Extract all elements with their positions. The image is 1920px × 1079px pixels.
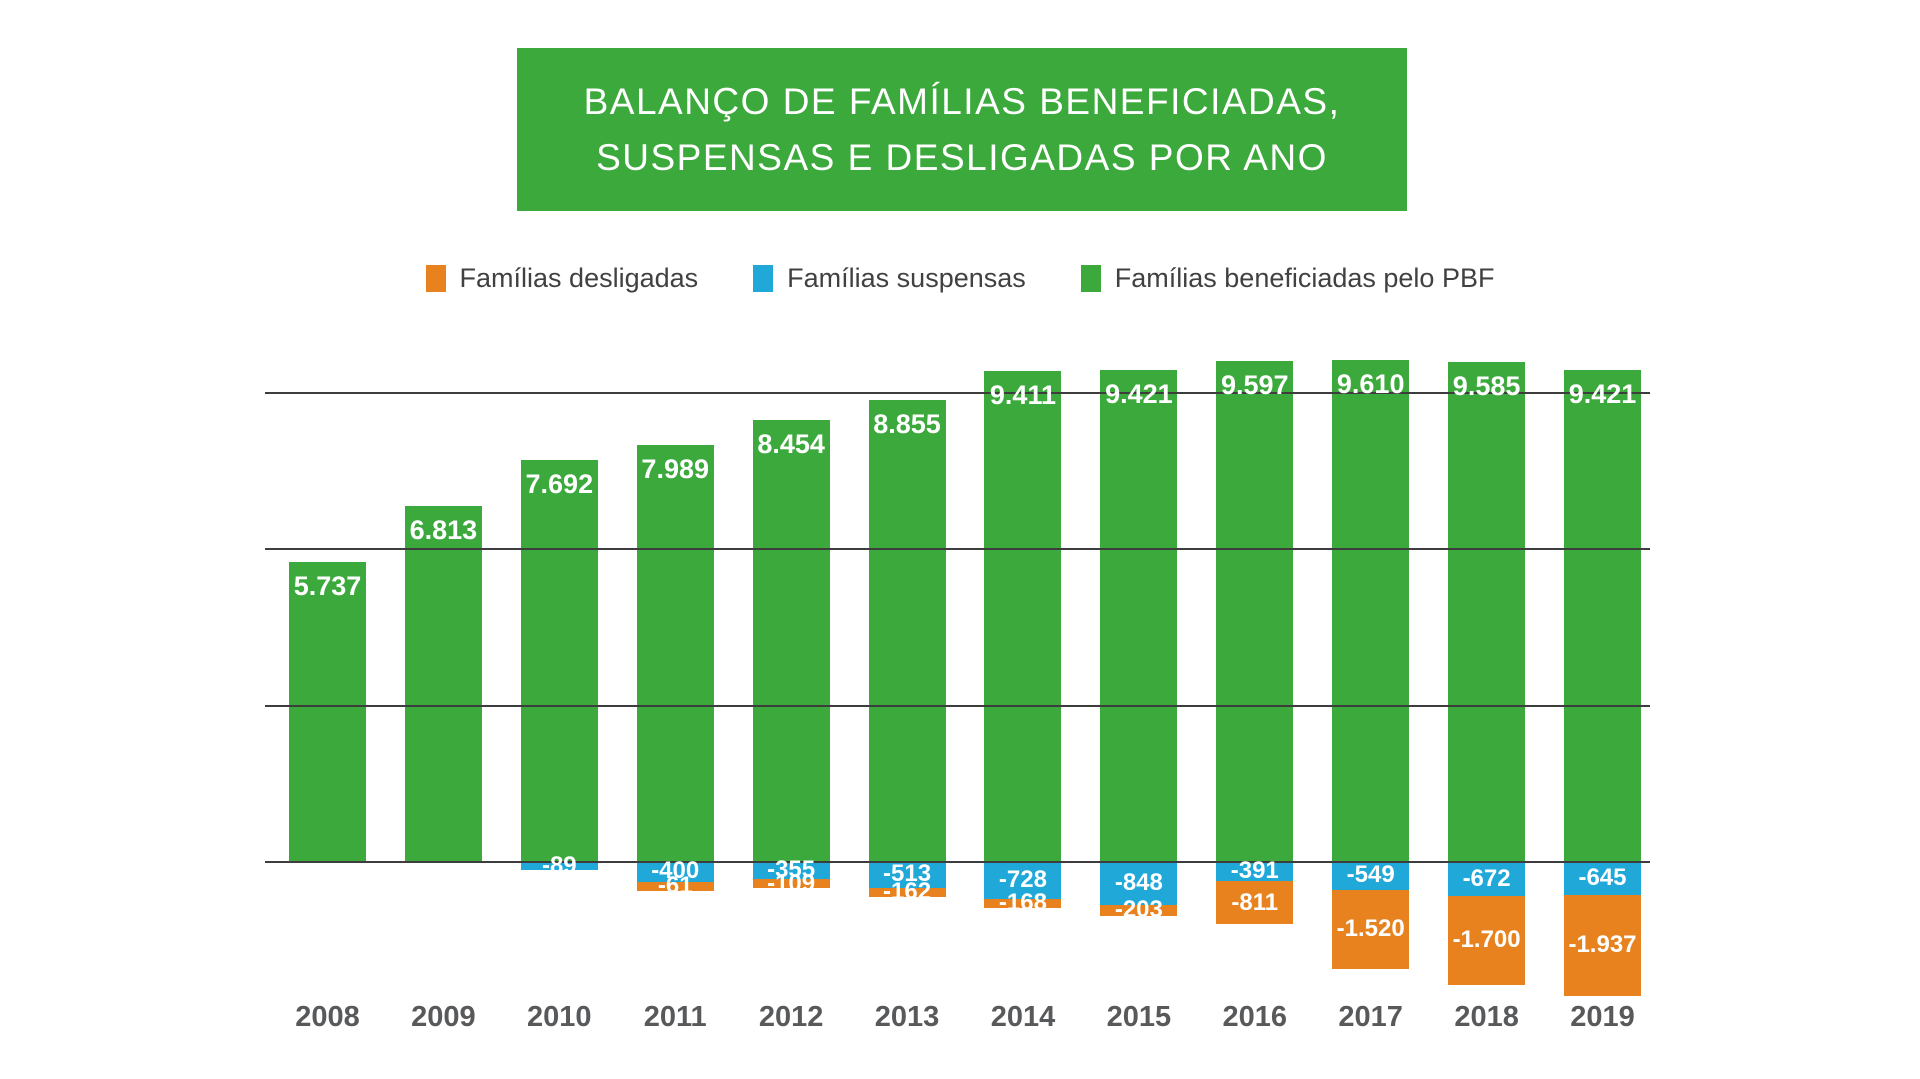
x-axis-line <box>265 861 1650 863</box>
year-label: 2019 <box>1570 1001 1635 1033</box>
bar-beneficiadas <box>289 562 366 861</box>
bar-value-label: 9.421 <box>1105 379 1173 410</box>
bar-suspensas <box>868 861 946 888</box>
year-label: 2008 <box>295 1001 360 1033</box>
chart-title-line-1: BALANÇO DE FAMÍLIAS BENEFICIADAS, <box>583 80 1341 122</box>
bar-value-label: -168 <box>998 889 1047 917</box>
bar-suspensas <box>1332 861 1410 890</box>
bar-value-label: -1.520 <box>1336 915 1405 943</box>
legend-swatch-icon <box>1080 264 1101 292</box>
bar-suspensas <box>752 861 830 880</box>
bar-value-label: 5.737 <box>293 571 362 602</box>
gridline <box>265 704 1650 707</box>
bar-value-label: 6.813 <box>409 514 478 545</box>
legend-swatch-icon <box>753 264 774 292</box>
bar-value-label: 9.421 <box>1568 379 1637 410</box>
bar-suspensas <box>636 861 714 882</box>
chart-title-line-2: SUSPENSAS E DESLIGADAS POR ANO <box>596 136 1328 178</box>
year-label: 2009 <box>411 1001 476 1033</box>
bar-value-label: -355 <box>767 856 816 884</box>
year-label: 2013 <box>874 1001 940 1033</box>
bar-beneficiadas <box>1100 370 1178 861</box>
bar-desligadas <box>1564 894 1641 996</box>
bar-value-label: -400 <box>651 857 700 885</box>
bar-beneficiadas <box>984 370 1062 861</box>
bar-value-label: 9.585 <box>1452 370 1521 401</box>
year-label: 2018 <box>1454 1001 1519 1033</box>
gridline <box>265 392 1650 394</box>
bar-desligadas <box>1332 889 1410 969</box>
legend-item-1: Famílias suspensas <box>753 263 1026 294</box>
bar-value-label: -728 <box>998 865 1047 893</box>
bar-desligadas <box>868 887 946 897</box>
bar-value-label: -549 <box>1346 861 1395 889</box>
bar-desligadas <box>752 879 830 889</box>
bar-value-label: -848 <box>1114 869 1163 897</box>
bar-value-label: -162 <box>883 878 932 906</box>
bar-beneficiadas <box>404 505 482 861</box>
bar-value-label: -61 <box>657 872 693 900</box>
bar-value-label: -672 <box>1462 864 1511 892</box>
bar-beneficiadas <box>1216 360 1294 861</box>
legend-item-2: Famílias beneficiadas pelo PBF <box>1080 262 1495 294</box>
bar-value-label: 7.692 <box>525 469 594 500</box>
bar-value-label: -1.700 <box>1452 926 1521 954</box>
bar-beneficiadas <box>520 460 598 861</box>
bar-desligadas <box>984 898 1062 908</box>
bar-value-label: -89 <box>541 851 577 879</box>
bar-suspensas <box>1100 861 1178 906</box>
bar-beneficiadas <box>868 399 946 861</box>
bar-beneficiadas <box>636 444 714 861</box>
bar-value-label: 8.454 <box>757 429 825 460</box>
bar-suspensas <box>1564 861 1641 895</box>
gridline <box>265 548 1650 551</box>
bar-value-label: -203 <box>1114 896 1163 924</box>
bar-desligadas <box>1100 905 1178 916</box>
bar-value-label: -811 <box>1231 888 1279 916</box>
legend-label: Famílias desligadas <box>459 262 699 293</box>
bar-value-label: -645 <box>1578 863 1627 891</box>
bar-beneficiadas <box>752 420 830 861</box>
bar-value-label: 9.411 <box>989 379 1056 410</box>
bar-value-label: 9.597 <box>1220 369 1289 400</box>
year-label: 2010 <box>527 1001 592 1033</box>
bar-desligadas <box>1216 881 1294 924</box>
year-label: 2011 <box>643 1001 707 1033</box>
bar-desligadas <box>1448 896 1526 985</box>
bar-value-label: 7.989 <box>641 453 709 484</box>
bar-suspensas <box>1448 861 1526 897</box>
bar-value-label: 8.855 <box>873 408 941 439</box>
bar-suspensas <box>520 861 598 870</box>
year-label: 2015 <box>1106 1001 1172 1033</box>
bar-suspensas <box>984 861 1062 899</box>
bar-beneficiadas <box>1332 360 1410 861</box>
bar-beneficiadas <box>1564 370 1641 861</box>
legend-label: Famílias suspensas <box>787 262 1026 293</box>
legend-label: Famílias beneficiadas pelo PBF <box>1114 262 1495 293</box>
chart-title-box: BALANÇO DE FAMÍLIAS BENEFICIADAS, SUSPEN… <box>517 48 1407 211</box>
legend-swatch-icon <box>425 264 446 292</box>
year-label: 2014 <box>990 1001 1056 1033</box>
bar-value-label: -391 <box>1230 857 1279 885</box>
bar-beneficiadas <box>1448 361 1526 861</box>
year-label: 2016 <box>1222 1001 1288 1033</box>
bar-value-label: -1.937 <box>1568 931 1637 959</box>
legend-item-0: Famílias desligadas <box>425 262 699 294</box>
bar-value-label: -513 <box>883 860 932 888</box>
bar-desligadas <box>636 881 714 891</box>
year-label: 2017 <box>1338 1001 1403 1033</box>
chart-legend: Famílias desligadas Famílias suspensas Fam… <box>0 258 1920 298</box>
bar-value-label: 9.610 <box>1336 369 1405 400</box>
bar-value-label: -109 <box>767 869 816 897</box>
year-label: 2012 <box>758 1001 824 1033</box>
bar-suspensas <box>1216 861 1294 882</box>
